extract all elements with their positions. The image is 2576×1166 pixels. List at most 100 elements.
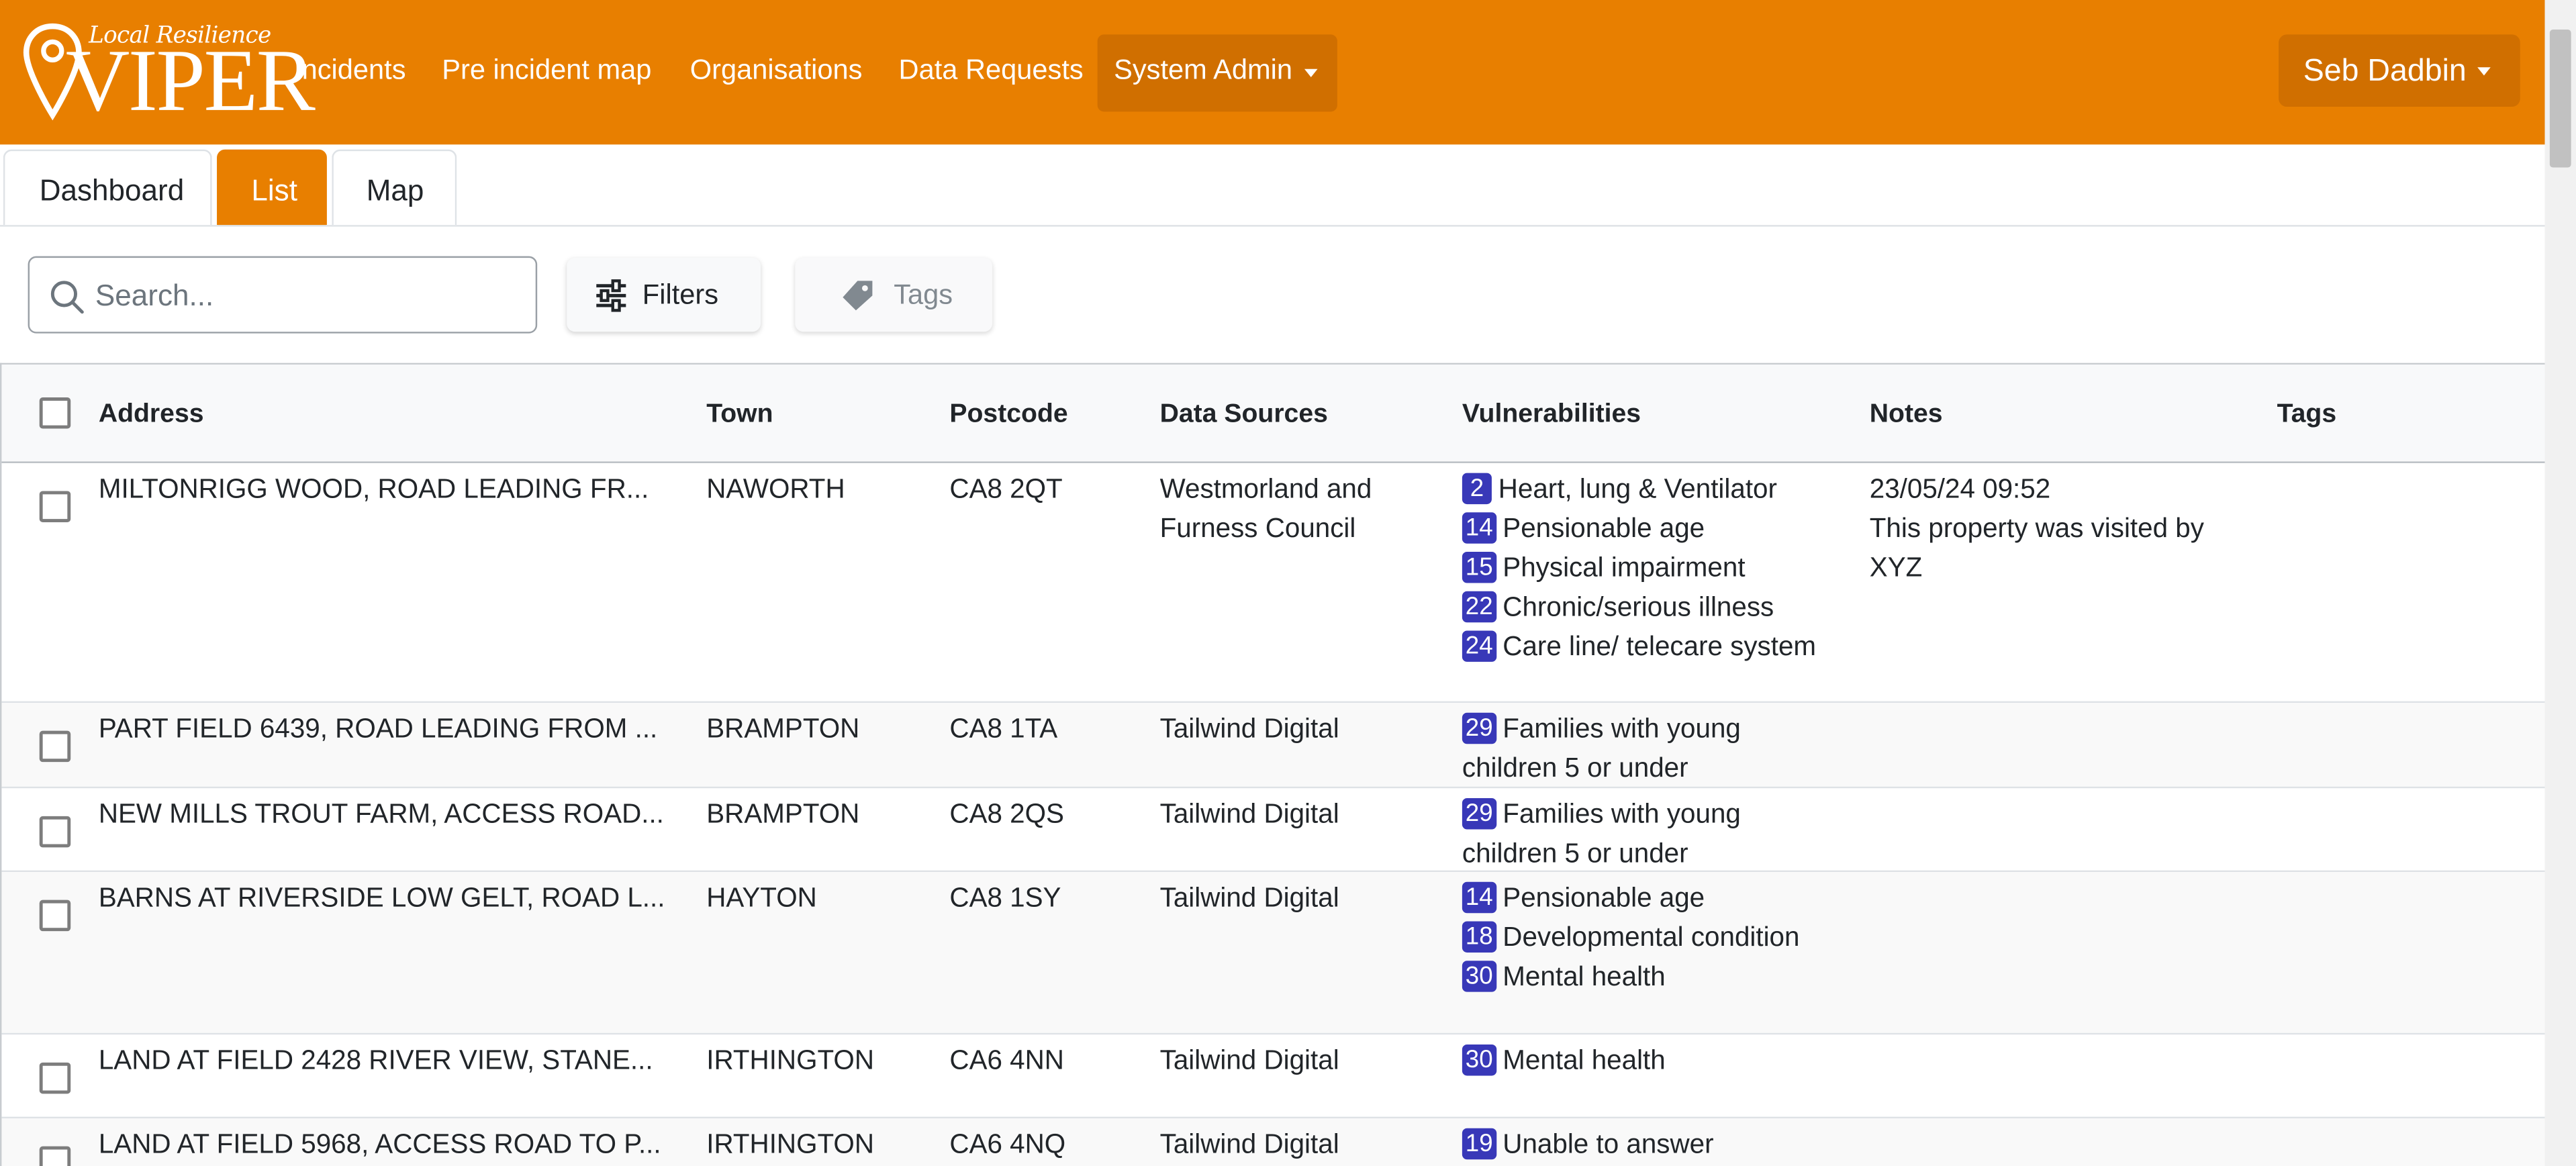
scrollbar-thumb[interactable] — [2549, 30, 2571, 168]
vulnerability-code-badge: 24 — [1462, 630, 1496, 662]
filters-button[interactable]: Filters — [567, 258, 761, 332]
vulnerability-code-badge: 29 — [1462, 712, 1496, 744]
table-row[interactable]: NEW MILLS TROUT FARM, ACCESS ROAD... BRA… — [1, 788, 2545, 873]
cell-address: NEW MILLS TROUT FARM, ACCESS ROAD... — [98, 799, 664, 830]
vulnerability-label: Pensionable age — [1502, 883, 1705, 914]
column-header-postcode[interactable]: Postcode — [949, 400, 1068, 429]
viper-logo[interactable]: Local Resilience VIPER — [23, 19, 316, 125]
nav-link-incidents[interactable]: Incidents — [294, 54, 406, 86]
search-icon — [50, 281, 84, 314]
brand-tagline: Local Resilience — [89, 23, 271, 50]
cell-town: BRAMPTON — [706, 714, 860, 744]
cell-address: LAND AT FIELD 5968, ACCESS ROAD TO P... — [98, 1130, 661, 1160]
vulnerability-label: Heart, lung & Ventilator — [1498, 475, 1777, 505]
brand-name: VIPER — [65, 31, 316, 130]
tab-list[interactable]: List — [217, 149, 327, 226]
page-scrollbar[interactable] — [2544, 0, 2576, 1166]
note-date: 23/05/24 09:52 — [1869, 475, 2051, 505]
column-header-vulnerabilities[interactable]: Vulnerabilities — [1462, 400, 1641, 429]
vulnerability-label: Unable to answer — [1502, 1130, 1714, 1160]
vulnerability-item: 19 Unable to answer — [1462, 1125, 1823, 1165]
row-select-checkbox[interactable] — [39, 1146, 71, 1166]
map-pin-icon — [23, 23, 82, 121]
note-text: This property was visited by XYZ — [1869, 514, 2204, 583]
cell-notes: 23/05/24 09:52 This property was visited… — [1870, 470, 2231, 588]
cell-town: IRTHINGTON — [706, 1046, 874, 1076]
vulnerability-item: 30 Mental health — [1462, 1041, 1823, 1081]
row-select-checkbox[interactable] — [39, 730, 71, 763]
cell-postcode: CA8 1TA — [949, 714, 1058, 744]
tags-label: Tags — [894, 279, 953, 311]
cell-vulnerabilities: 29 Families with young children 5 or unde… — [1462, 795, 1823, 873]
table-header: Address Town Postcode Data Sources Vulne… — [1, 365, 2545, 463]
cell-town: IRTHINGTON — [706, 1130, 874, 1160]
vulnerability-label: Physical impairment — [1502, 553, 1746, 583]
vulnerability-code-badge: 19 — [1462, 1128, 1496, 1160]
cell-vulnerabilities: 14 Pensionable age 18 Developmental condit… — [1462, 879, 1823, 997]
system-admin-label: System Admin — [1114, 54, 1292, 86]
row-select-checkbox[interactable] — [39, 816, 71, 848]
row-select-checkbox[interactable] — [39, 1062, 71, 1094]
cell-town: BRAMPTON — [706, 799, 860, 830]
table-row[interactable]: LAND AT FIELD 5968, ACCESS ROAD TO P... … — [1, 1118, 2545, 1166]
nav-link-data-requests[interactable]: Data Requests — [898, 54, 1084, 86]
cell-postcode: CA8 2QT — [949, 475, 1063, 505]
filters-label: Filters — [642, 279, 719, 311]
caret-down-icon — [1304, 68, 1318, 77]
vulnerability-item: 24 Care line/ telecare system — [1462, 628, 1823, 667]
cell-postcode: CA6 4NQ — [949, 1130, 1066, 1160]
top-navbar: Local Resilience VIPER Incidents Pre inc… — [0, 0, 2545, 145]
vulnerability-item: 29 Families with young children 5 or unde… — [1462, 795, 1823, 873]
user-name: Seb Dadbin — [2303, 54, 2467, 89]
vulnerability-code-badge: 22 — [1462, 591, 1496, 623]
cell-vulnerabilities: 2 Heart, lung & Ventilator 14 Pensionable … — [1462, 470, 1823, 667]
vulnerability-item: 18 Developmental condition — [1462, 918, 1823, 958]
table-row[interactable]: PART FIELD 6439, ROAD LEADING FROM ... B… — [1, 703, 2545, 789]
vulnerability-item: 30 Mental health — [1462, 957, 1823, 997]
tags-button[interactable]: Tags — [795, 258, 993, 332]
tab-dashboard[interactable]: Dashboard — [3, 149, 212, 226]
table-row[interactable]: LAND AT FIELD 2428 RIVER VIEW, STANE... … — [1, 1034, 2545, 1119]
column-header-address[interactable]: Address — [98, 400, 204, 429]
search-input[interactable] — [95, 273, 523, 319]
column-header-data-sources[interactable]: Data Sources — [1159, 400, 1328, 429]
user-menu-button[interactable]: Seb Dadbin — [2279, 34, 2520, 107]
vulnerability-label: Mental health — [1502, 1046, 1666, 1076]
nav-link-organisations[interactable]: Organisations — [689, 54, 863, 86]
vulnerability-code-badge: 30 — [1462, 1044, 1496, 1076]
row-select-checkbox[interactable] — [39, 900, 71, 932]
column-header-notes[interactable]: Notes — [1869, 400, 1943, 429]
vulnerability-code-badge: 30 — [1462, 961, 1496, 992]
tab-map[interactable]: Map — [332, 149, 457, 226]
vulnerability-label: Families with young children 5 or under — [1462, 799, 1741, 869]
cell-data-source: Tailwind Digital — [1159, 883, 1339, 914]
column-header-town[interactable]: Town — [706, 400, 773, 429]
cell-data-source: Tailwind Digital — [1159, 1046, 1339, 1076]
search-field[interactable] — [28, 256, 538, 334]
vulnerability-label: Chronic/serious illness — [1502, 593, 1774, 623]
cell-address: PART FIELD 6439, ROAD LEADING FROM ... — [98, 714, 658, 744]
tab-map-label: Map — [366, 174, 424, 207]
vulnerability-code-badge: 14 — [1462, 881, 1496, 914]
vulnerability-item: 14 Pensionable age — [1462, 509, 1823, 548]
cell-data-source: Tailwind Digital — [1159, 799, 1339, 830]
cell-data-source: Tailwind Digital — [1159, 714, 1339, 744]
table-row[interactable]: BARNS AT RIVERSIDE LOW GELT, ROAD L... H… — [1, 872, 2545, 1035]
cell-town: HAYTON — [706, 883, 817, 914]
properties-table: Address Town Postcode Data Sources Vulne… — [0, 362, 2545, 1166]
table-row[interactable]: MILTONRIGG WOOD, ROAD LEADING FR... NAWO… — [1, 463, 2545, 703]
cell-address: LAND AT FIELD 2428 RIVER VIEW, STANE... — [98, 1046, 653, 1076]
column-header-tags[interactable]: Tags — [2277, 400, 2337, 429]
row-select-checkbox[interactable] — [39, 491, 71, 522]
vulnerability-item: 2 Heart, lung & Ventilator — [1462, 470, 1823, 509]
vulnerability-code-badge: 15 — [1462, 552, 1496, 583]
vulnerability-code-badge: 14 — [1462, 512, 1496, 544]
vulnerability-code-badge: 18 — [1462, 921, 1496, 953]
system-admin-dropdown[interactable]: System Admin — [1097, 34, 1337, 112]
vulnerability-item: 22 Chronic/serious illness — [1462, 588, 1823, 628]
nav-link-pre-incident-map[interactable]: Pre incident map — [442, 54, 652, 86]
vulnerability-item: 14 Pensionable age — [1462, 879, 1823, 918]
select-all-checkbox[interactable] — [39, 397, 71, 429]
cell-data-source: Westmorland and Furness Council — [1159, 475, 1372, 544]
